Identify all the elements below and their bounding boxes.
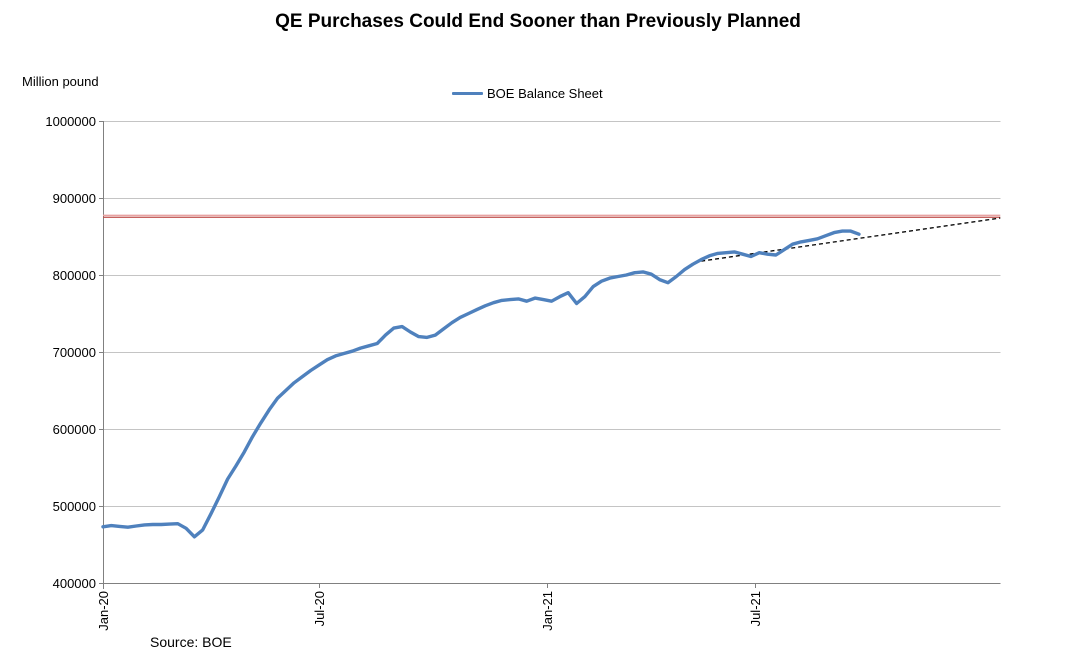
legend-line-marker <box>452 92 483 95</box>
y-tick-label: 600000 <box>53 422 96 437</box>
legend-label: BOE Balance Sheet <box>487 86 603 101</box>
x-tick-label: Jan-20 <box>96 591 111 631</box>
x-tick-label: Jul-20 <box>312 591 327 626</box>
y-tick-label: 400000 <box>53 576 96 591</box>
y-tick-label: 700000 <box>53 345 96 360</box>
boe-balance-sheet-line <box>101 229 861 539</box>
y-axis-unit-label: Million pound <box>22 74 99 89</box>
y-tick-label: 800000 <box>53 268 96 283</box>
source-label: Source: BOE <box>150 634 232 650</box>
projection-dashed-line <box>701 217 1001 262</box>
x-tick-label: Jul-21 <box>748 591 763 626</box>
y-tick-label: 1000000 <box>45 114 96 129</box>
y-tick-label: 500000 <box>53 499 96 514</box>
x-tick-label: Jan-21 <box>540 591 555 631</box>
y-tick-label: 900000 <box>53 191 96 206</box>
legend: BOE Balance Sheet <box>452 86 603 101</box>
chart-title: QE Purchases Could End Sooner than Previ… <box>275 11 801 32</box>
